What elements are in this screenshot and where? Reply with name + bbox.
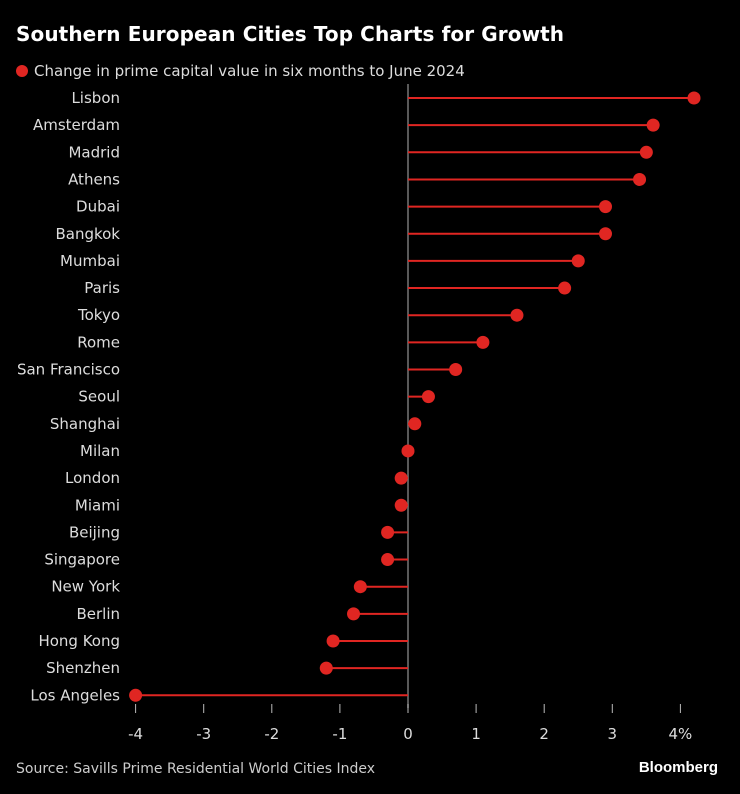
category-label: Athens bbox=[68, 170, 120, 188]
category-label: Madrid bbox=[68, 143, 120, 161]
category-label: Bangkok bbox=[55, 225, 120, 243]
lollipop-dot bbox=[598, 200, 612, 214]
lollipop-dot bbox=[598, 227, 612, 241]
x-tick-label: -3 bbox=[196, 725, 211, 743]
lollipop-dot bbox=[558, 281, 572, 295]
category-label: Hong Kong bbox=[38, 632, 120, 650]
chart-title: Southern European Cities Top Charts for … bbox=[16, 22, 565, 46]
lollipop-dot bbox=[401, 444, 415, 458]
category-label: Miami bbox=[75, 496, 120, 514]
category-label: Shenzhen bbox=[46, 659, 120, 677]
legend-label: Change in prime capital value in six mon… bbox=[34, 62, 465, 80]
lollipop-dot bbox=[326, 634, 340, 648]
x-tick-label: -2 bbox=[264, 725, 279, 743]
bloomberg-logo: Bloomberg bbox=[638, 759, 718, 776]
lollipop-dot bbox=[687, 91, 701, 105]
legend-marker-icon bbox=[16, 65, 28, 77]
category-label: Beijing bbox=[69, 523, 120, 541]
lollipop-dot bbox=[510, 308, 524, 322]
lollipop-dot bbox=[633, 172, 647, 186]
x-tick-label: 2 bbox=[539, 725, 549, 743]
lollipop-dot bbox=[646, 118, 660, 132]
lollipop-dot bbox=[319, 661, 333, 675]
category-label: Lisbon bbox=[71, 89, 120, 107]
lollipop-dot bbox=[476, 335, 490, 349]
x-tick-label: 0 bbox=[403, 725, 413, 743]
lollipop-dot bbox=[347, 607, 361, 621]
x-tick-label: 3 bbox=[608, 725, 618, 743]
legend: Change in prime capital value in six mon… bbox=[16, 62, 465, 80]
lollipop-dot bbox=[449, 363, 463, 376]
lollipop-dot bbox=[381, 525, 395, 539]
category-label: New York bbox=[51, 578, 120, 596]
category-label: Seoul bbox=[78, 388, 120, 406]
category-label: Milan bbox=[80, 442, 120, 460]
category-label: Berlin bbox=[76, 605, 120, 623]
lollipop-dot bbox=[571, 254, 585, 268]
lollipop-dot bbox=[408, 417, 422, 431]
category-label: Tokyo bbox=[77, 306, 120, 324]
x-tick-label: 1 bbox=[471, 725, 481, 743]
lollipop-dot bbox=[639, 145, 653, 159]
lollipop-dot bbox=[394, 471, 408, 485]
category-label: Shanghai bbox=[50, 415, 120, 433]
lollipop-dot bbox=[421, 390, 435, 404]
category-label: Rome bbox=[77, 333, 120, 351]
lollipop-dot bbox=[381, 553, 395, 567]
category-label: Los Angeles bbox=[30, 686, 120, 704]
lollipop-dot bbox=[129, 688, 143, 702]
lollipop-dot bbox=[394, 498, 408, 512]
category-label: Mumbai bbox=[60, 252, 120, 270]
category-label: Paris bbox=[84, 279, 120, 297]
source-note: Source: Savills Prime Residential World … bbox=[16, 761, 376, 777]
x-tick-label: 4% bbox=[669, 725, 693, 743]
category-label: Dubai bbox=[76, 198, 120, 216]
category-label: London bbox=[65, 469, 120, 487]
category-label: Singapore bbox=[44, 551, 120, 569]
lollipop-dot bbox=[353, 580, 367, 594]
x-tick-label: -4 bbox=[128, 725, 143, 743]
x-tick-label: -1 bbox=[332, 725, 347, 743]
category-label: San Francisco bbox=[17, 361, 120, 379]
category-label: Amsterdam bbox=[33, 116, 120, 134]
